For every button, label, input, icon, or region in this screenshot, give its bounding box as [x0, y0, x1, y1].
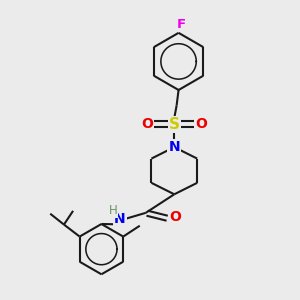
Text: O: O [169, 210, 181, 224]
Text: O: O [196, 117, 207, 131]
Text: N: N [114, 212, 126, 226]
Text: S: S [169, 117, 180, 132]
Text: F: F [177, 18, 186, 32]
Text: N: N [169, 140, 180, 154]
Text: H: H [109, 204, 117, 217]
Text: O: O [141, 117, 153, 131]
